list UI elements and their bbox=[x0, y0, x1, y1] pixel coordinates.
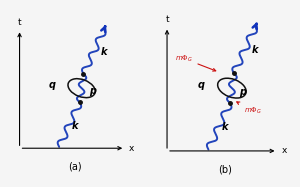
Text: q: q bbox=[49, 80, 56, 90]
Text: (a): (a) bbox=[68, 161, 82, 171]
Text: x: x bbox=[129, 144, 134, 153]
Text: p: p bbox=[89, 86, 96, 96]
Text: x: x bbox=[282, 146, 287, 155]
Text: $m\Phi_G$: $m\Phi_G$ bbox=[175, 53, 216, 71]
Text: p: p bbox=[239, 87, 246, 96]
Text: k: k bbox=[252, 45, 259, 55]
Text: k: k bbox=[72, 121, 78, 131]
Text: (b): (b) bbox=[218, 165, 232, 175]
Text: t: t bbox=[165, 15, 169, 24]
Text: k: k bbox=[101, 47, 107, 57]
Text: k: k bbox=[222, 122, 228, 132]
Text: q: q bbox=[198, 80, 205, 90]
Text: t: t bbox=[18, 18, 21, 27]
Text: $m\Phi_G$: $m\Phi_G$ bbox=[237, 102, 262, 116]
